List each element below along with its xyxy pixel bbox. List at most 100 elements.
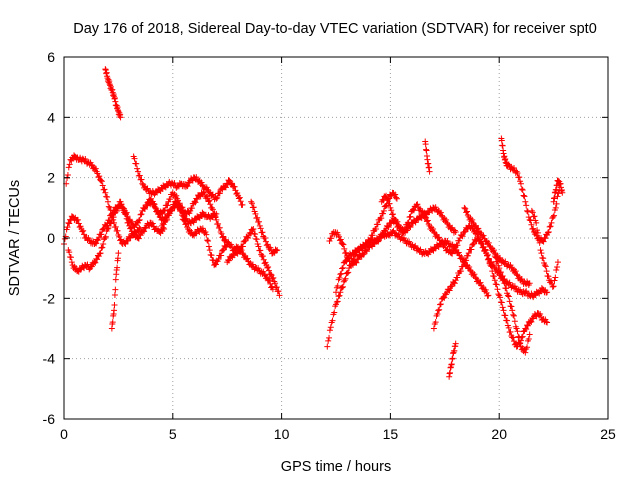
- data-point: [180, 216, 187, 223]
- series-sat-m: [333, 227, 492, 299]
- data-point: [524, 208, 531, 215]
- data-point: [499, 273, 506, 280]
- data-point: [97, 177, 104, 184]
- data-point: [128, 218, 135, 225]
- data-point: [393, 195, 400, 202]
- data-point: [194, 196, 201, 203]
- data-point: [205, 243, 212, 250]
- data-point: [488, 263, 495, 270]
- data-point: [454, 242, 461, 249]
- data-point: [550, 283, 557, 290]
- data-point: [505, 324, 512, 331]
- data-point: [178, 212, 185, 219]
- data-point: [225, 257, 232, 264]
- data-point: [137, 232, 144, 239]
- data-point: [112, 276, 119, 283]
- data-point: [383, 192, 390, 199]
- data-point: [516, 174, 523, 181]
- data-point: [380, 207, 387, 214]
- series-sat-d: [102, 66, 124, 121]
- data-point: [545, 273, 552, 280]
- data-point: [111, 292, 118, 299]
- data-point: [489, 268, 496, 275]
- data-point: [472, 274, 479, 281]
- data-point: [345, 269, 352, 276]
- data-point: [541, 262, 548, 269]
- data-point: [275, 288, 282, 295]
- data-point: [550, 213, 557, 220]
- data-point: [135, 235, 142, 242]
- data-point: [242, 252, 249, 259]
- data-point: [329, 317, 336, 324]
- data-point: [214, 194, 221, 201]
- data-point: [228, 180, 235, 187]
- data-point: [426, 168, 433, 175]
- series-sat-e: [108, 250, 122, 332]
- data-point: [463, 257, 470, 264]
- data-point: [528, 318, 535, 325]
- data-point: [257, 247, 264, 254]
- data-point: [354, 255, 361, 262]
- data-point: [494, 286, 501, 293]
- data-point: [141, 206, 148, 213]
- data-point: [527, 318, 534, 325]
- data-point: [373, 225, 380, 232]
- data-point: [530, 225, 537, 232]
- data-point: [66, 220, 73, 227]
- data-point: [337, 271, 344, 278]
- data-point: [385, 224, 392, 231]
- data-point: [74, 216, 81, 223]
- data-point: [327, 324, 334, 331]
- data-point: [465, 250, 472, 257]
- data-point: [105, 225, 112, 232]
- data-point: [490, 273, 497, 280]
- data-point: [165, 212, 172, 219]
- data-point: [540, 238, 547, 245]
- data-point: [87, 263, 94, 270]
- data-point: [64, 171, 71, 178]
- data-point: [104, 193, 111, 200]
- data-point: [542, 263, 549, 270]
- data-point: [151, 201, 158, 208]
- data-point: [510, 311, 517, 318]
- data-point: [135, 217, 142, 224]
- data-point: [535, 237, 542, 244]
- data-point: [222, 183, 229, 190]
- data-point: [66, 161, 73, 168]
- data-point: [337, 236, 344, 243]
- data-point: [66, 249, 73, 256]
- data-point: [193, 195, 200, 202]
- data-point: [183, 220, 190, 227]
- data-point: [486, 242, 493, 249]
- data-point: [77, 223, 84, 230]
- data-point: [456, 237, 463, 244]
- data-point: [118, 201, 125, 208]
- data-point: [537, 311, 544, 318]
- data-point: [491, 277, 498, 284]
- data-point: [114, 207, 121, 214]
- data-point: [443, 216, 450, 223]
- data-point: [336, 274, 343, 281]
- data-point: [223, 244, 230, 251]
- data-point: [212, 260, 219, 267]
- data-point: [188, 205, 195, 212]
- data-point: [449, 250, 456, 257]
- data-point: [206, 247, 213, 254]
- data-point: [500, 307, 507, 314]
- data-point: [149, 220, 156, 227]
- data-point: [205, 238, 212, 245]
- data-point: [554, 259, 561, 266]
- data-point: [245, 235, 252, 241]
- data-point: [551, 277, 558, 284]
- data-point: [512, 285, 519, 292]
- data-point: [545, 228, 552, 235]
- data-point: [392, 191, 399, 198]
- data-point: [471, 271, 478, 278]
- data-point: [455, 249, 462, 256]
- data-point: [249, 227, 256, 234]
- y-tick-label: -6: [43, 411, 56, 427]
- data-point: [554, 263, 561, 270]
- data-point: [435, 307, 442, 314]
- data-point: [522, 198, 529, 205]
- data-point: [433, 231, 440, 238]
